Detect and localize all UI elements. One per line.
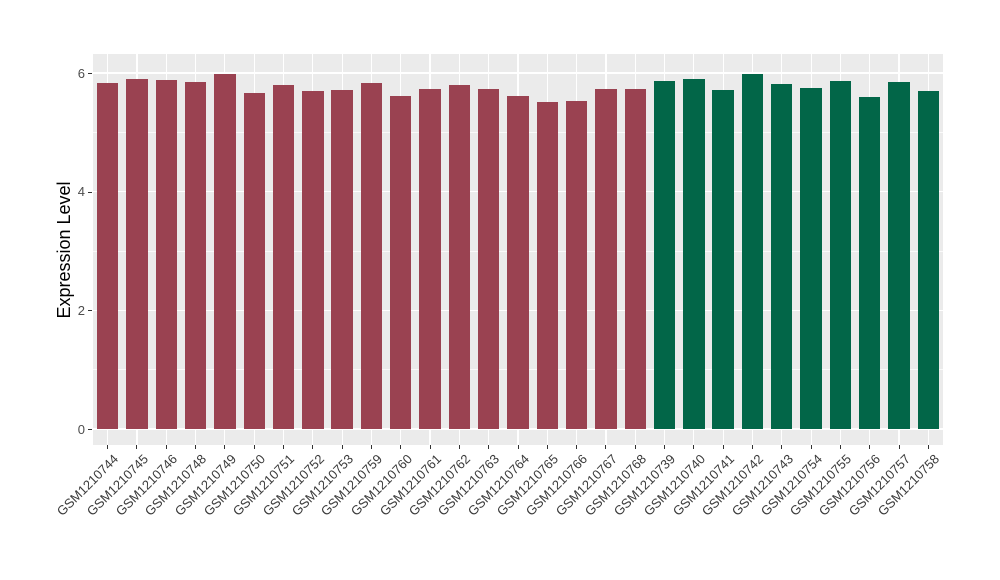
plot-panel (93, 54, 943, 445)
bar-GSM1210760 (390, 95, 412, 429)
x-tick-mark (312, 445, 314, 449)
x-tick-mark (605, 445, 607, 449)
bar-GSM1210757 (888, 81, 910, 429)
bar-GSM1210762 (448, 84, 471, 429)
bar-GSM1210751 (272, 84, 295, 429)
x-tick-mark (136, 445, 138, 449)
bar-GSM1210743 (771, 83, 793, 429)
x-tick-mark (458, 445, 460, 449)
bar-GSM1210756 (859, 96, 881, 429)
bar-GSM1210740 (683, 78, 705, 429)
y-tick-label: 4 (77, 184, 85, 200)
x-tick-mark (429, 445, 431, 449)
bar-GSM1210758 (917, 90, 940, 429)
bar-GSM1210741 (712, 90, 734, 429)
y-tick-mark (88, 191, 92, 193)
x-tick-mark (107, 445, 109, 449)
bar-GSM1210759 (360, 83, 383, 429)
x-tick-mark (576, 445, 578, 449)
y-tick-mark (88, 310, 92, 312)
bar-GSM1210763 (477, 89, 500, 429)
bar-GSM1210768 (624, 89, 646, 429)
bar-GSM1210753 (331, 89, 353, 429)
y-axis-title: Expression Level (54, 181, 74, 319)
x-tick-mark (224, 445, 226, 449)
x-tick-mark (722, 445, 724, 449)
bar-GSM1210739 (653, 80, 676, 429)
y-tick-label: 0 (77, 421, 85, 437)
x-tick-mark (810, 445, 812, 449)
bar-GSM1210746 (155, 80, 177, 429)
x-tick-mark (869, 445, 871, 449)
bar-GSM1210752 (302, 90, 324, 429)
x-tick-mark (693, 445, 695, 449)
x-tick-mark (400, 445, 402, 449)
bar-GSM1210766 (565, 101, 588, 429)
x-tick-mark (488, 445, 490, 449)
bar-GSM1210742 (741, 74, 764, 429)
bar-GSM1210765 (536, 102, 558, 429)
bar-GSM1210744 (96, 83, 119, 429)
bar-GSM1210754 (800, 87, 822, 429)
y-tick-label: 2 (77, 302, 85, 318)
x-tick-mark (781, 445, 783, 449)
y-tick-label: 6 (77, 65, 85, 81)
x-tick-mark (634, 445, 636, 449)
bar-GSM1210750 (243, 93, 265, 429)
y-tick-mark (88, 429, 92, 430)
bar-GSM1210767 (595, 89, 617, 429)
bar-GSM1210745 (126, 78, 148, 429)
x-tick-mark (341, 445, 343, 449)
x-tick-mark (927, 445, 929, 449)
bar-GSM1210748 (184, 81, 207, 429)
bar-GSM1210764 (507, 96, 529, 429)
x-tick-mark (253, 445, 255, 449)
x-tick-mark (195, 445, 197, 449)
x-tick-mark (751, 445, 753, 449)
x-tick-mark (370, 445, 372, 449)
x-tick-mark (839, 445, 841, 449)
x-tick-mark (165, 445, 167, 449)
x-tick-mark (664, 445, 666, 449)
bar-GSM1210749 (214, 74, 236, 429)
x-tick-mark (517, 445, 519, 449)
x-tick-mark (546, 445, 548, 449)
bar-GSM1210761 (419, 89, 441, 429)
y-tick-mark (88, 73, 92, 75)
x-tick-mark (898, 445, 900, 449)
x-tick-mark (283, 445, 285, 449)
bar-GSM1210755 (829, 80, 852, 429)
